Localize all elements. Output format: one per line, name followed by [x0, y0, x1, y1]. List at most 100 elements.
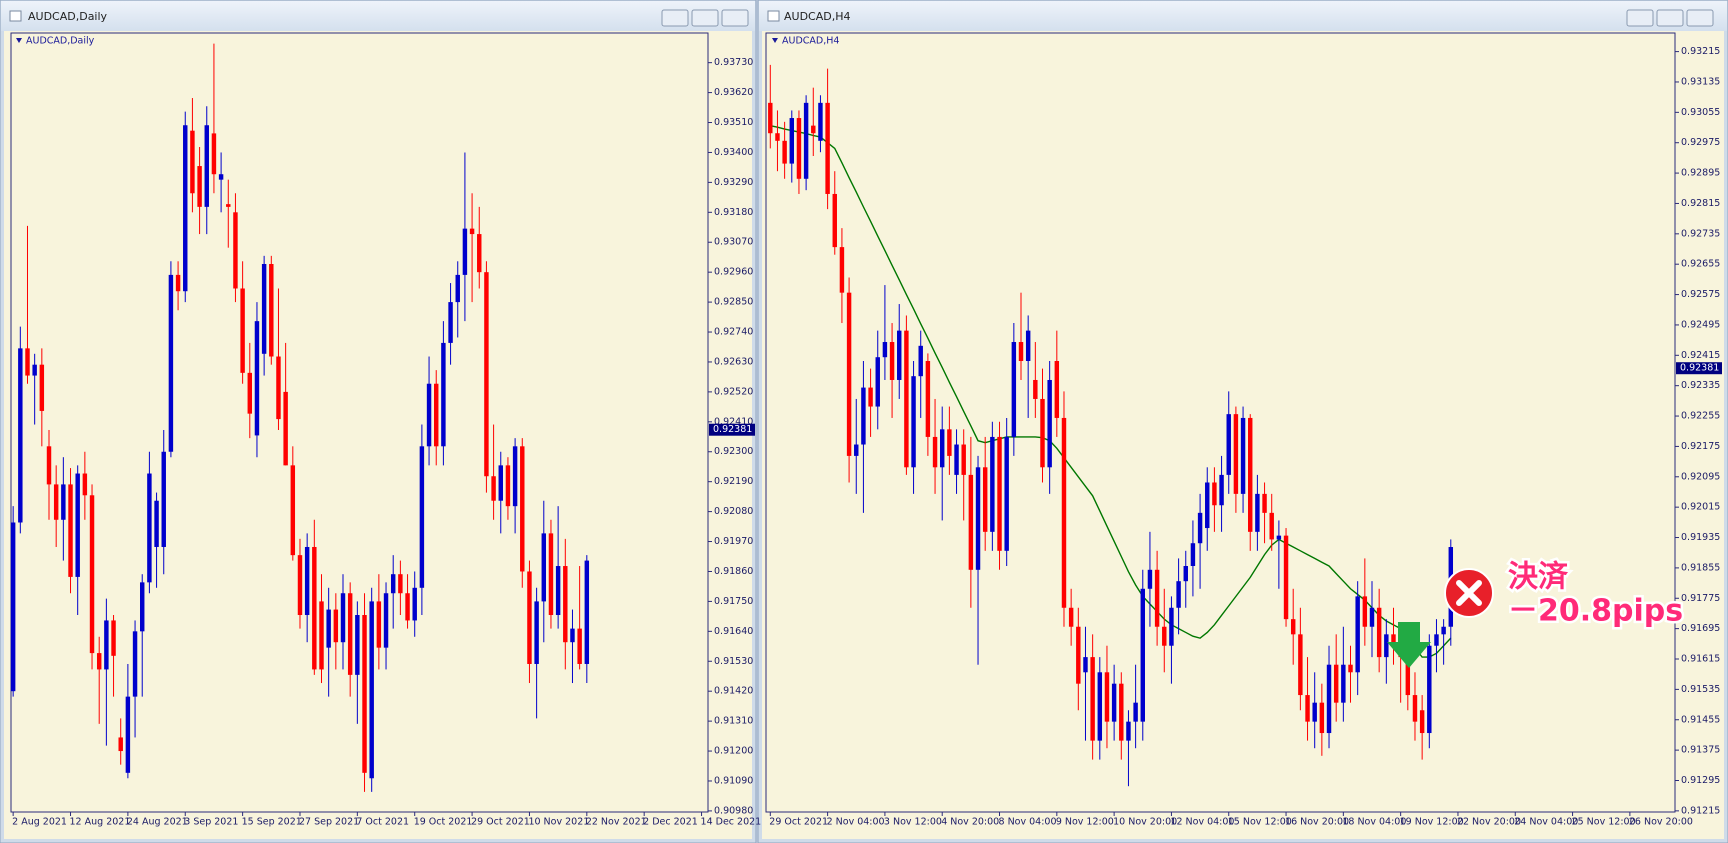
candle-body [925, 361, 931, 437]
candle-body [904, 330, 909, 468]
candle-body [961, 444, 966, 475]
candle-body [319, 601, 324, 670]
candle-body [1133, 702, 1138, 722]
candle-body [1369, 607, 1375, 627]
candle-body [520, 446, 525, 572]
candle-body [419, 446, 425, 588]
candle-body [261, 264, 267, 354]
y-tick-label: 0.92630 [714, 356, 753, 367]
y-tick-label: 0.92300 [714, 446, 753, 457]
y-tick-label: 0.93510 [714, 117, 753, 128]
minimize-button[interactable] [661, 9, 689, 27]
candle-body [269, 264, 274, 357]
candle-body [211, 133, 217, 175]
y-tick-label: 0.93620 [714, 87, 753, 98]
candle-body [1111, 683, 1117, 722]
y-tick-label: 0.92015 [1681, 502, 1720, 513]
y-tick-label: 0.92095 [1681, 471, 1720, 482]
candle-body [1011, 342, 1017, 437]
candle-body [132, 631, 138, 697]
candle-body [441, 342, 446, 447]
candle-body [1391, 634, 1396, 646]
y-tick-label: 0.93400 [714, 147, 753, 158]
candle-body [932, 436, 938, 468]
y-tick-label: 0.93055 [1681, 107, 1720, 118]
candle-body [577, 628, 582, 664]
candle-body [868, 387, 873, 407]
candle-body [226, 204, 231, 207]
x-tick-label: 12 Nov 04:00 [1170, 817, 1234, 828]
candle-body [147, 473, 152, 583]
annotation-text: －20.8pips [1508, 594, 1683, 629]
x-tick-label: 24 Nov 04:00 [1514, 817, 1578, 828]
y-tick-label: 0.92255 [1681, 411, 1720, 422]
y-tick-label: 0.93730 [714, 57, 753, 68]
candle-body [390, 574, 396, 594]
moving-average [770, 124, 1452, 658]
candle-body [96, 653, 102, 670]
annotation: 決済 －20.8pips [1387, 557, 1686, 668]
candle-body [168, 274, 174, 452]
restore-button[interactable] [1656, 9, 1684, 27]
window-title: AUDCAD,H4 [784, 10, 851, 23]
candle-body [897, 330, 902, 380]
candle-body [89, 495, 95, 654]
candle-body [61, 484, 66, 520]
price-label-box [709, 423, 755, 436]
candle-body [154, 500, 159, 547]
price-label: 0.92381 [1680, 363, 1719, 374]
close-button[interactable] [1686, 9, 1714, 27]
candle-body [498, 465, 503, 501]
candle-body [161, 451, 166, 547]
candle-body [1405, 657, 1411, 696]
candle-body [312, 546, 317, 670]
candle-body [362, 615, 367, 773]
candle-body [276, 356, 281, 420]
candle-body [1090, 657, 1095, 741]
y-tick-label: 0.92335 [1681, 380, 1720, 391]
candle-body [1248, 417, 1253, 532]
restore-button[interactable] [691, 9, 719, 27]
close-button[interactable] [721, 9, 749, 27]
x-tick-label: 15 Nov 12:00 [1228, 817, 1292, 828]
candle-body [412, 587, 417, 621]
candle-body [1176, 581, 1181, 608]
y-tick-label: 0.93070 [714, 237, 753, 248]
candle-body [811, 125, 816, 134]
candle-body [875, 357, 880, 407]
candle-body [854, 444, 859, 456]
y-tick-label: 0.92960 [714, 267, 753, 278]
y-tick-label: 0.91200 [714, 746, 753, 757]
candle-body [534, 601, 539, 664]
candle-body [541, 533, 547, 602]
y-tick-label: 0.91375 [1681, 745, 1720, 756]
candle-body [782, 140, 787, 164]
candle-body [1376, 607, 1382, 658]
candle-body [247, 372, 253, 414]
window-icon [767, 10, 780, 22]
candle-body [1269, 512, 1274, 540]
x-tick-label: 10 Nov 20:00 [1113, 817, 1177, 828]
y-tick-label: 0.92520 [714, 386, 753, 397]
candle-body [25, 348, 30, 376]
candle-body [1054, 361, 1060, 418]
title-bar [759, 1, 1727, 31]
y-tick-label: 0.92410 [714, 416, 753, 427]
entry-arrow [1387, 622, 1431, 668]
y-tick-label: 0.91090 [714, 775, 753, 786]
candle-body [775, 133, 780, 141]
candle-body [918, 345, 923, 377]
candle-body [204, 125, 209, 207]
candle-body [1333, 664, 1339, 703]
y-tick-label: 0.93180 [714, 207, 753, 218]
x-tick-label: 18 Nov 04:00 [1342, 817, 1406, 828]
candle-body [832, 193, 837, 248]
price-label: 0.92381 [713, 424, 752, 435]
minimize-button[interactable] [1626, 9, 1654, 27]
y-tick-label: 0.92575 [1681, 289, 1720, 300]
candle-body [175, 274, 181, 292]
candle-body [1326, 664, 1332, 734]
window-title: AUDCAD,Daily [28, 10, 108, 23]
candle-body [968, 474, 974, 570]
